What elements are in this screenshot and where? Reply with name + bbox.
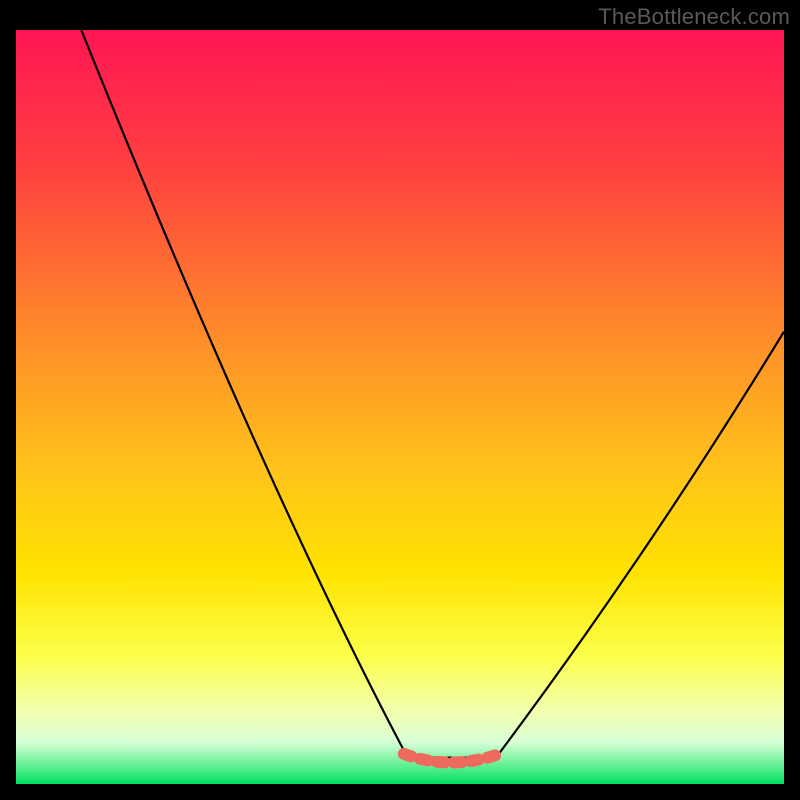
watermark-text: TheBottleneck.com [598,4,790,30]
figure: { "canvas": { "width": 800, "height": 80… [0,0,800,800]
frame-left [0,0,16,800]
chart-svg [16,30,784,784]
frame-right [784,0,800,800]
frame-bottom [0,784,800,800]
plot-area [16,30,784,784]
bottom-accent [404,754,500,763]
main-curve [81,30,784,758]
